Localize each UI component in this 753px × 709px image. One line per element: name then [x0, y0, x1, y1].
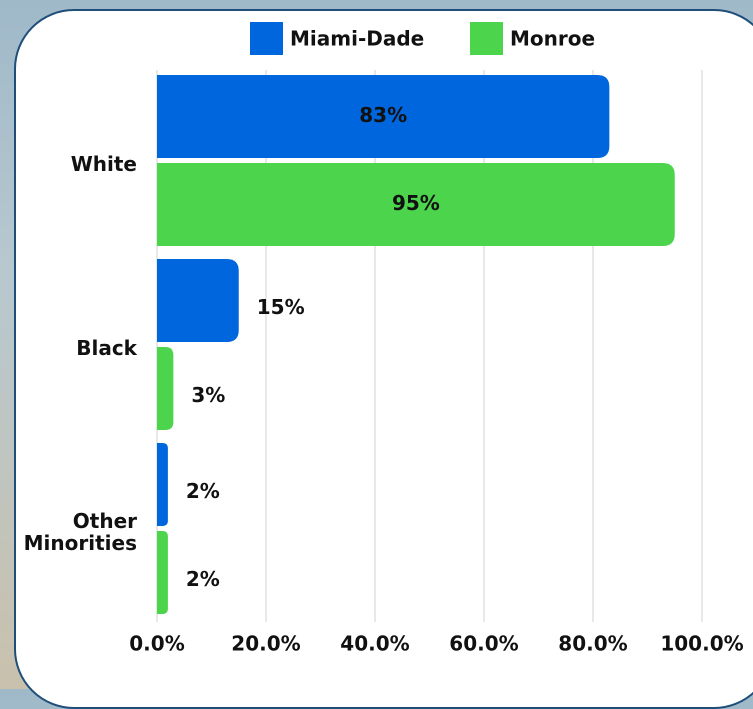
chart: 0.0% 20.0% 40.0% 60.0% 80.0% 100.0% 83% 15% 2% 95… [129, 22, 744, 656]
legend-label: Monroe [510, 27, 595, 51]
bar [157, 531, 168, 614]
bar [157, 347, 174, 430]
category-label: Black [76, 336, 137, 360]
x-tick-label: 40.0% [340, 632, 409, 656]
x-tick-label: 0.0% [129, 632, 184, 656]
data-label: 3% [191, 383, 225, 407]
legend-swatch [470, 22, 503, 55]
bar [157, 259, 239, 342]
legend-label: Miami-Dade [290, 27, 424, 51]
legend-swatch [250, 22, 283, 55]
data-label: 2% [186, 479, 220, 503]
x-tick-label: 80.0% [558, 632, 627, 656]
category-label: White [70, 152, 137, 176]
bar [157, 163, 675, 246]
bar [157, 443, 168, 526]
x-tick-label: 60.0% [449, 632, 518, 656]
category-label: Other Minorities [23, 509, 137, 555]
data-label: 2% [186, 567, 220, 591]
data-label: 83% [359, 103, 407, 127]
x-tick-label: 20.0% [231, 632, 300, 656]
bar [157, 75, 610, 158]
data-label: 15% [257, 295, 305, 319]
data-label: 95% [392, 191, 440, 215]
x-tick-label: 100.0% [660, 632, 743, 656]
